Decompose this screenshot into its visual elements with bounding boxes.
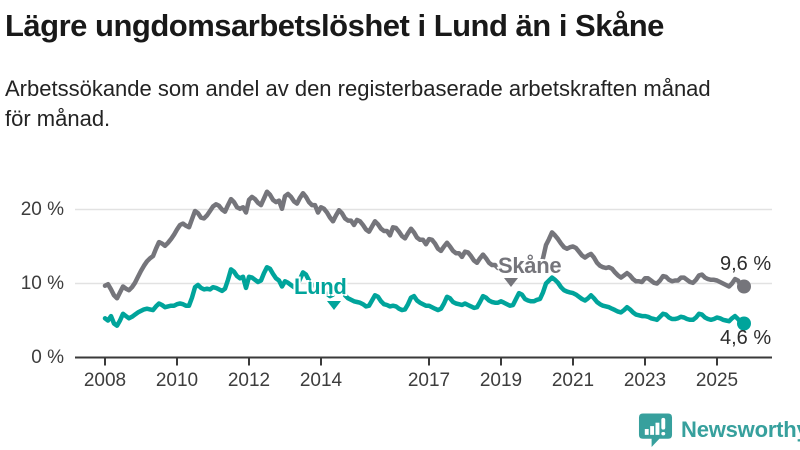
series-label-lund: Lund	[294, 274, 347, 299]
page-subtitle-line-2: för månad.	[5, 106, 111, 131]
x-axis-tick-label: 2021	[551, 370, 595, 391]
end-value-label-lund: 4,6 %	[720, 327, 772, 349]
page-subtitle: Arbetssökande som andel av den registerb…	[5, 74, 785, 134]
x-axis-tick-label: 2023	[623, 370, 667, 391]
skane-pointer-triangle	[504, 278, 518, 287]
series-line-lund	[102, 264, 747, 328]
x-axis-tick-label: 2019	[479, 370, 523, 391]
x-axis-tick-label: 2025	[695, 370, 739, 391]
series-line-skåne	[102, 189, 747, 301]
x-axis-tick-label: 2010	[155, 370, 199, 391]
y-axis-labels: 0 % 10 % 20 %	[0, 0, 64, 450]
x-axis-tick-label: 2012	[227, 370, 271, 391]
x-axis-tick-label: 2008	[83, 370, 127, 391]
x-axis-tick-label: 2014	[299, 370, 343, 391]
lund-pointer-triangle	[327, 301, 341, 310]
series-label-skane: Skåne	[498, 253, 562, 278]
series-end-dot-skåne	[737, 279, 751, 294]
newsworthy-logo[interactable]: Newsworthy	[638, 411, 800, 449]
end-value-label-skane: 9,6 %	[720, 253, 772, 275]
page-subtitle-line-1: Arbetssökande som andel av den registerb…	[5, 76, 711, 101]
y-axis-tick-label: 10 %	[20, 272, 64, 294]
newsworthy-wordmark: Newsworthy	[681, 417, 800, 442]
y-axis-tick-label: 20 %	[20, 198, 64, 220]
newsworthy-icon	[638, 413, 673, 448]
y-axis-tick-label: 0 %	[31, 346, 64, 368]
page-title: Lägre ungdomsarbetslöshet i Lund än i Sk…	[5, 8, 664, 43]
x-axis-tick-label: 2017	[407, 370, 451, 391]
x-axis-labels: 2008 2010 2012 2014 2017 2019 2021 2023 2025	[0, 370, 800, 396]
